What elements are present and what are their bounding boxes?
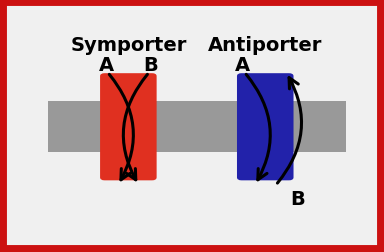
FancyBboxPatch shape <box>100 74 157 181</box>
Text: Symporter: Symporter <box>70 36 187 55</box>
Text: Antiporter: Antiporter <box>208 36 323 55</box>
Text: A: A <box>235 56 250 75</box>
Text: B: B <box>143 56 158 75</box>
FancyBboxPatch shape <box>237 74 293 181</box>
Bar <box>48 102 346 152</box>
Text: A: A <box>98 56 114 75</box>
Text: B: B <box>291 190 305 208</box>
